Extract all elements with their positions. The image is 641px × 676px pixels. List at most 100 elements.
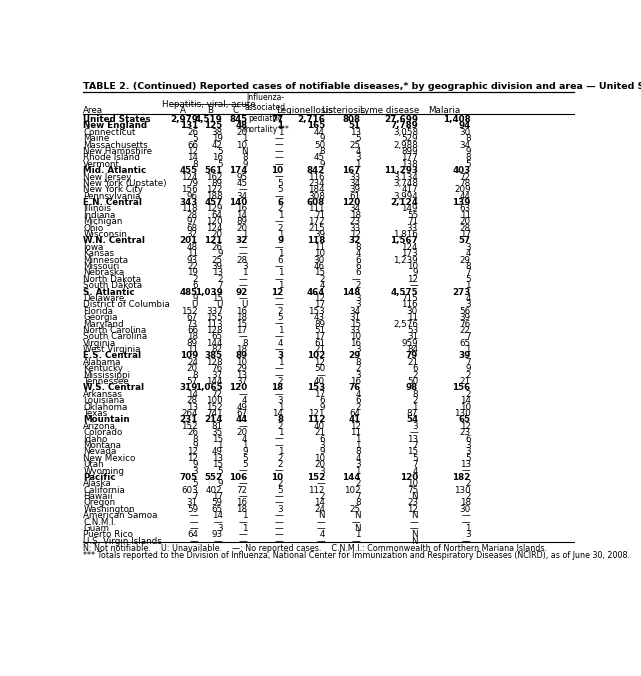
Text: —: —: [239, 185, 247, 194]
Text: Mountain: Mountain: [83, 415, 130, 425]
Text: —: —: [239, 274, 247, 284]
Text: N: N: [354, 511, 361, 521]
Text: —: —: [274, 160, 283, 169]
Text: 552: 552: [204, 473, 222, 482]
Text: 20: 20: [187, 364, 198, 373]
Text: 61: 61: [314, 339, 325, 347]
Text: 33: 33: [349, 326, 361, 335]
Text: 1: 1: [355, 441, 361, 450]
Text: 31: 31: [407, 333, 418, 341]
Text: —: —: [316, 518, 325, 527]
Text: —: —: [239, 479, 247, 488]
Text: —: —: [274, 345, 283, 354]
Text: —: —: [274, 147, 283, 156]
Text: 4: 4: [355, 147, 361, 156]
Text: 3: 3: [319, 441, 325, 450]
Text: 402: 402: [206, 485, 222, 495]
Text: 29: 29: [349, 352, 361, 360]
Text: 18: 18: [349, 211, 361, 220]
Text: —: —: [274, 300, 283, 310]
Text: 2: 2: [278, 422, 283, 431]
Text: 71: 71: [314, 211, 325, 220]
Text: 3,134: 3,134: [393, 172, 418, 182]
Text: 2: 2: [355, 479, 361, 488]
Text: 51: 51: [349, 122, 361, 130]
Text: 11: 11: [187, 345, 198, 354]
Text: 65: 65: [212, 333, 222, 341]
Text: 2,988: 2,988: [393, 141, 418, 149]
Text: *** Totals reported to the Division of Influenza, National Center for Immunizati: *** Totals reported to the Division of I…: [83, 551, 630, 560]
Text: 2: 2: [413, 370, 418, 380]
Text: 72: 72: [212, 390, 222, 399]
Text: 4: 4: [355, 454, 361, 463]
Text: 46: 46: [314, 262, 325, 271]
Text: 130: 130: [454, 485, 470, 495]
Text: —: —: [409, 518, 418, 527]
Text: 124: 124: [206, 224, 222, 233]
Text: E.N. Central: E.N. Central: [83, 198, 142, 207]
Text: 39: 39: [212, 262, 222, 271]
Text: Ohio: Ohio: [83, 224, 103, 233]
Text: 25: 25: [349, 141, 361, 149]
Text: 20: 20: [314, 460, 325, 469]
Text: 2: 2: [278, 377, 283, 386]
Text: Rhode Island: Rhode Island: [83, 153, 140, 162]
Text: —: —: [274, 172, 283, 182]
Text: 4: 4: [465, 294, 470, 303]
Text: 152: 152: [181, 422, 198, 431]
Text: 1: 1: [355, 466, 361, 475]
Text: —: —: [239, 390, 247, 399]
Text: 8: 8: [355, 243, 361, 252]
Text: 1: 1: [242, 511, 247, 521]
Text: 93: 93: [212, 531, 222, 539]
Text: —: —: [409, 428, 418, 437]
Text: 94: 94: [458, 122, 470, 130]
Text: 152: 152: [307, 473, 325, 482]
Text: —: —: [239, 281, 247, 290]
Text: —: —: [239, 518, 247, 527]
Text: A: A: [180, 105, 186, 115]
Text: 10: 10: [460, 403, 470, 412]
Text: —: —: [274, 435, 283, 443]
Text: 28: 28: [187, 211, 198, 220]
Text: 11: 11: [314, 243, 325, 252]
Text: —: —: [316, 479, 325, 488]
Text: 28: 28: [460, 224, 470, 233]
Text: 11: 11: [407, 313, 418, 322]
Text: 1: 1: [278, 211, 283, 220]
Text: 457: 457: [204, 198, 222, 207]
Text: 22: 22: [460, 326, 470, 335]
Text: 76: 76: [460, 320, 470, 329]
Text: 20: 20: [237, 224, 247, 233]
Text: 71: 71: [407, 217, 418, 226]
Text: 6: 6: [355, 256, 361, 264]
Text: 34: 34: [349, 204, 361, 214]
Text: —: —: [274, 320, 283, 329]
Text: 899: 899: [401, 147, 418, 156]
Text: 121: 121: [204, 237, 222, 245]
Text: 16: 16: [237, 307, 247, 316]
Text: 3: 3: [465, 243, 470, 252]
Text: 33: 33: [349, 224, 361, 233]
Text: 44: 44: [314, 128, 325, 137]
Text: 30: 30: [460, 128, 470, 137]
Text: 8: 8: [242, 339, 247, 347]
Text: 116: 116: [401, 300, 418, 310]
Text: 343: 343: [179, 198, 198, 207]
Text: Virginia: Virginia: [83, 339, 117, 347]
Text: 3: 3: [355, 153, 361, 162]
Text: 15: 15: [212, 294, 222, 303]
Text: 120: 120: [206, 217, 222, 226]
Text: 96: 96: [187, 192, 198, 201]
Text: 959: 959: [401, 339, 418, 347]
Text: 8: 8: [465, 134, 470, 143]
Text: 14: 14: [314, 498, 325, 508]
Text: 5: 5: [465, 274, 470, 284]
Text: 3: 3: [355, 370, 361, 380]
Text: Connecticut: Connecticut: [83, 128, 136, 137]
Text: West Virginia: West Virginia: [83, 345, 141, 354]
Text: —: —: [316, 524, 325, 533]
Text: 7: 7: [465, 268, 470, 277]
Text: 9: 9: [192, 294, 198, 303]
Text: 6: 6: [355, 262, 361, 271]
